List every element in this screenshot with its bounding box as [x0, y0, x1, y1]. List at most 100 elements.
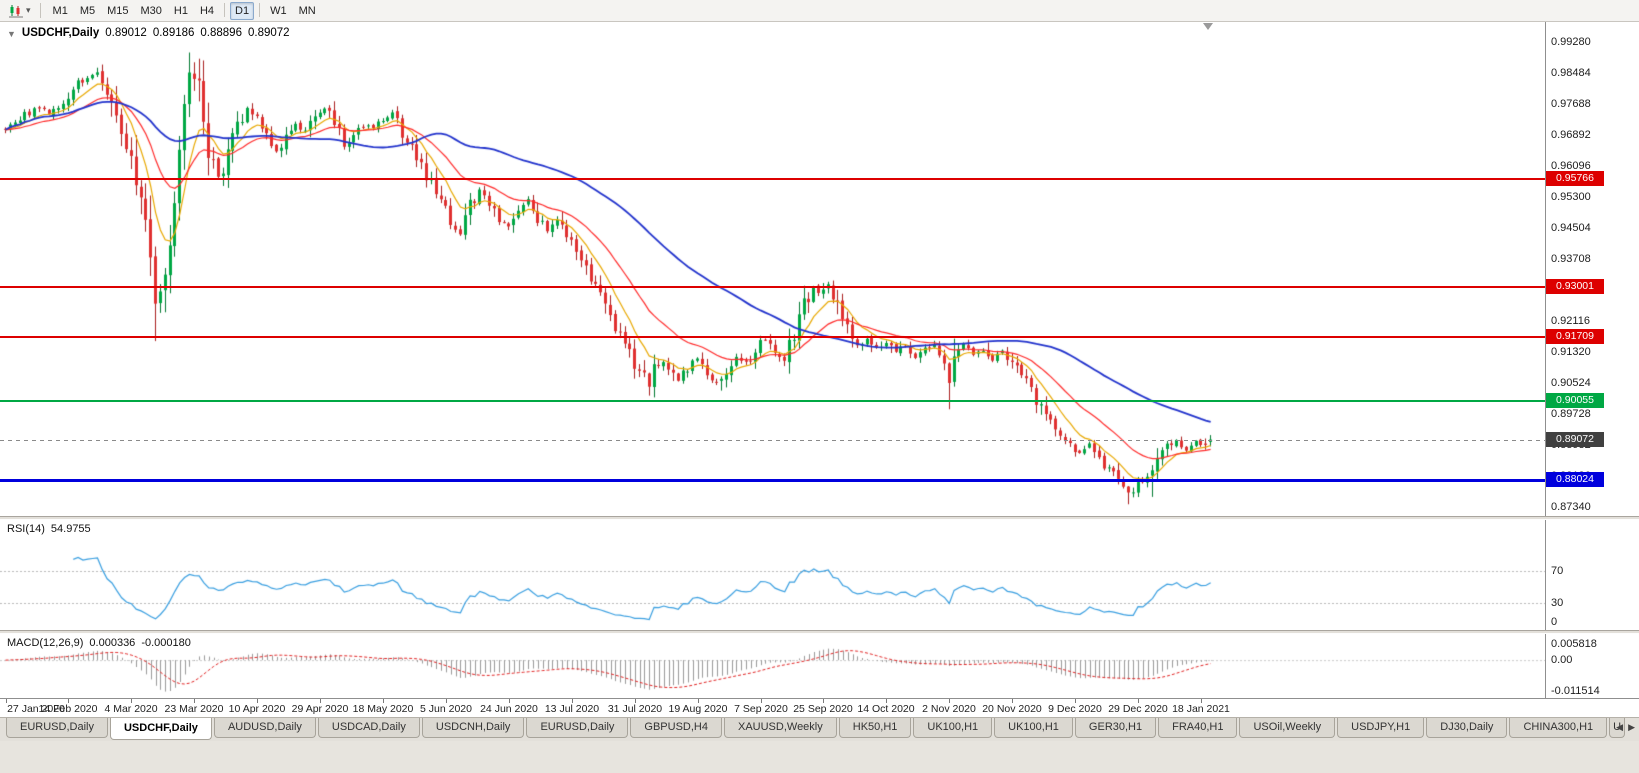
macd-indicator-label: MACD(12,26,9) 0.000336 -0.000180 [7, 637, 191, 649]
timeframe-button-w1[interactable]: W1 [265, 2, 292, 20]
current-price-badge: 0.89072 [1546, 431, 1604, 447]
price-axis-label[interactable]: 0.99280 [1551, 36, 1591, 48]
price-axis-label[interactable]: 0.92116 [1551, 315, 1590, 327]
rsi-value: 54.9755 [50, 523, 91, 535]
price-level-badge: 0.95766 [1546, 170, 1604, 186]
quote-header: ▼ USDCHF,Daily 0.89012 0.89186 0.88896 0… [7, 27, 290, 41]
timeframe-button-mn[interactable]: MN [294, 2, 321, 20]
timeframe-button-m30[interactable]: M30 [136, 2, 167, 20]
level-line[interactable] [0, 400, 1545, 403]
date-tick [509, 699, 510, 703]
rsi-axis-label: 0 [1551, 616, 1558, 628]
chart-tab-audusd-daily[interactable]: AUDUSD,Daily [213, 718, 316, 738]
chart-tab-fra40-h1[interactable]: FRA40,H1 [1158, 718, 1238, 738]
timeframe-button-m5[interactable]: M5 [75, 2, 100, 20]
date-axis-label: 18 May 2020 [352, 703, 414, 715]
date-tick [257, 699, 258, 703]
candlestick-chart-canvas[interactable] [0, 22, 1545, 516]
chart-tab-usdcad-daily[interactable]: USDCAD,Daily [317, 718, 420, 738]
macd-axis-label: -0.011514 [1551, 685, 1600, 697]
panel-splitter[interactable] [0, 516, 1639, 520]
price-axis-label[interactable]: 0.94504 [1551, 222, 1591, 234]
chart-shift-marker[interactable] [1203, 23, 1213, 30]
date-tick [698, 699, 699, 703]
date-axis[interactable] [0, 698, 1639, 717]
rsi-name: RSI(14) [7, 523, 45, 535]
level-line[interactable] [0, 478, 1545, 482]
date-axis-label: 2 Nov 2020 [922, 703, 976, 715]
level-line[interactable] [0, 335, 1545, 338]
price-axis-label[interactable]: 0.87340 [1551, 501, 1591, 513]
date-tick [194, 699, 195, 703]
price-axis-label[interactable]: 0.95300 [1551, 191, 1591, 203]
timeframe-button-m15[interactable]: M15 [102, 2, 133, 20]
macd-axis-label: 0.005818 [1551, 638, 1597, 650]
scroll-left-icon[interactable]: ◀ [1616, 722, 1624, 732]
chart-tab-china300-h1[interactable]: CHINA300,H1 [1509, 718, 1608, 738]
chart-tab-ger30-h1[interactable]: GER30,H1 [1074, 718, 1157, 738]
date-tick [635, 699, 636, 703]
chart-tab-eurusd-daily[interactable]: EURUSD,Daily [526, 718, 629, 738]
chart-tab-dj30-daily[interactable]: DJ30,Daily [1426, 718, 1508, 738]
chart-tab-eurusd-daily[interactable]: EURUSD,Daily [6, 718, 108, 738]
price-axis-label[interactable]: 0.97688 [1551, 98, 1591, 110]
chart-tab-uk100-h1[interactable]: UK100,H1 [913, 718, 993, 738]
date-tick [320, 699, 321, 703]
chart-tab-usdchf-daily[interactable]: USDCHF,Daily [109, 718, 212, 740]
chart-tab-uk100-h1[interactable]: UK100,H1 [994, 718, 1073, 738]
chart-tab-usdcnh-daily[interactable]: USDCNH,Daily [421, 718, 525, 738]
scroll-right-icon[interactable]: ▶ [1628, 722, 1635, 732]
date-tick [68, 699, 69, 703]
date-axis-label: 18 Jan 2021 [1172, 703, 1230, 715]
date-axis-label: 23 Mar 2020 [164, 703, 224, 715]
price-axis-label[interactable]: 0.96096 [1551, 160, 1591, 172]
date-axis-label: 4 Mar 2020 [104, 703, 158, 715]
panel-splitter[interactable] [0, 630, 1639, 634]
chart-tab-hk50-h1[interactable]: HK50,H1 [838, 718, 912, 738]
toolbar-separator [259, 2, 261, 17]
macd-name: MACD(12,26,9) [7, 637, 84, 649]
collapse-chart-button[interactable]: ▼ [7, 29, 16, 39]
date-tick [761, 699, 762, 703]
timeframe-button-h1[interactable]: H1 [169, 2, 193, 20]
date-tick [949, 699, 950, 703]
price-axis-label[interactable]: 0.98484 [1551, 67, 1591, 79]
level-line[interactable] [0, 177, 1545, 180]
date-tick [1138, 699, 1139, 703]
chart-tab-usdjpy-h1[interactable]: USDJPY,H1 [1337, 718, 1425, 738]
macd-main-value: 0.000336 [89, 637, 136, 649]
timeframe-toolbar: ▾ M1 M5 M15 M30 H1 H4 D1 W1 MN [0, 0, 1639, 22]
quote-low: 0.88896 [200, 27, 242, 39]
date-axis-label: 7 Sep 2020 [734, 703, 788, 715]
rsi-axis-label: 30 [1551, 597, 1564, 609]
chevron-down-icon[interactable]: ▾ [26, 5, 31, 15]
chart-tab-gbpusd-h4[interactable]: GBPUSD,H4 [630, 718, 722, 738]
date-axis-label: 24 Jun 2020 [480, 703, 538, 715]
date-tick [1201, 699, 1202, 703]
toolbar-separator [224, 2, 226, 17]
timeframe-button-m1[interactable]: M1 [48, 2, 73, 20]
chart-tab-xauusd-weekly[interactable]: XAUUSD,Weekly [723, 718, 837, 738]
date-axis-label: 10 Apr 2020 [228, 703, 286, 715]
price-axis-label[interactable]: 0.96892 [1551, 129, 1591, 141]
date-axis-label: 5 Jun 2020 [420, 703, 472, 715]
macd-indicator-canvas[interactable] [0, 634, 1545, 698]
price-axis-label[interactable]: 0.89728 [1551, 408, 1591, 420]
date-tick [446, 699, 447, 703]
quote-open: 0.89012 [105, 27, 147, 39]
level-line[interactable] [0, 285, 1545, 288]
rsi-indicator-label: RSI(14) 54.9755 [7, 523, 91, 535]
price-axis-label[interactable]: 0.90524 [1551, 377, 1591, 389]
rsi-indicator-canvas[interactable] [0, 520, 1545, 630]
price-axis-label[interactable]: 0.93708 [1551, 253, 1591, 265]
symbol-period-label: USDCHF,Daily [21, 27, 100, 39]
date-axis-label: 31 Jul 2020 [607, 703, 663, 715]
chart-type-button[interactable]: ▾ [5, 3, 34, 19]
timeframe-button-h4[interactable]: H4 [195, 2, 219, 20]
chart-tab-partial[interactable]: U [1609, 718, 1626, 738]
timeframe-button-d1[interactable]: D1 [230, 2, 255, 20]
chart-tab-usoil-weekly[interactable]: USOil,Weekly [1239, 718, 1336, 738]
price-axis-label[interactable]: 0.91320 [1551, 346, 1591, 358]
date-tick [823, 699, 824, 703]
